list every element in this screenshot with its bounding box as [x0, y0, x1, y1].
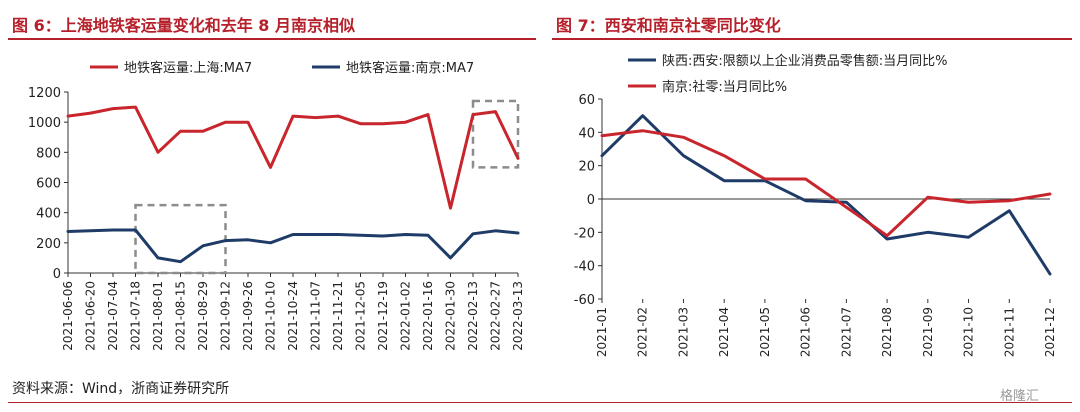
y-tick-label: 0	[53, 267, 61, 282]
right-title-rule	[552, 38, 1072, 40]
x-tick-label: 2021-01	[595, 307, 609, 357]
x-tick-label: 2021-11-07	[309, 281, 323, 351]
x-tick-label: 2021-08-01	[151, 281, 165, 351]
y-tick-label: 800	[36, 146, 61, 161]
y-tick-label: -40	[574, 260, 595, 275]
highlight-box	[134, 203, 227, 275]
y-tick-label: 600	[36, 177, 61, 192]
y-tick-label: 400	[36, 207, 61, 222]
x-tick-label: 2021-05	[758, 307, 772, 357]
x-tick-label: 2021-04	[717, 307, 731, 357]
x-tick-label: 2021-12-19	[376, 281, 390, 351]
x-tick-label: 2022-02-27	[489, 281, 503, 351]
left-title-rule	[8, 38, 536, 40]
x-tick-label: 2021-08-29	[196, 281, 210, 351]
x-tick-label: 2021-06	[799, 307, 813, 357]
x-tick-label: 2021-06-06	[61, 281, 75, 351]
x-tick-label: 2021-09	[921, 307, 935, 357]
legend-label-1: 陕西:西安:限额以上企业消费品零售额:当月同比%	[662, 53, 948, 69]
x-tick-label: 2021-10-24	[286, 281, 300, 351]
series-line-1	[600, 114, 1052, 276]
series-line-1	[66, 105, 520, 210]
x-tick-label: 2021-08	[880, 307, 894, 357]
y-tick-label: -20	[574, 226, 595, 241]
legend-label-2: 南京:社零:当月同比%	[662, 79, 787, 95]
x-tick-label: 2021-06-20	[84, 281, 98, 351]
right-chart: 陕西:西安:限额以上企业消费品零售额:当月同比% 南京:社零:当月同比% -60 -4…	[574, 53, 1057, 357]
y-tick-label: 1200	[28, 86, 61, 101]
x-tick-label: 2022-01-30	[444, 281, 458, 351]
bottom-rule	[8, 402, 1072, 403]
x-tick-label: 2021-03	[676, 307, 690, 357]
x-tick-label: 2021-10-10	[264, 281, 278, 351]
left-chart: 地铁客运量:上海:MA7 地铁客运量:南京:MA7 0 200 400 600 800 100…	[28, 60, 525, 351]
x-tick-label: 2021-12-05	[354, 281, 368, 351]
x-tick-label: 2021-09-12	[219, 281, 233, 351]
series-line-2	[600, 129, 1052, 238]
x-tick-label: 2021-07	[839, 307, 853, 357]
x-tick-label: 2021-12	[1043, 307, 1057, 357]
legend-label-2: 地铁客运量:南京:MA7	[346, 60, 474, 76]
y-tick-label: 0	[587, 193, 595, 208]
x-tick-label: 2021-11	[1002, 307, 1016, 357]
x-tick-label: 2022-02-13	[466, 281, 480, 351]
y-tick-label: 200	[36, 237, 61, 252]
y-tick-label: -60	[574, 293, 595, 308]
watermark: 格隆汇	[1000, 389, 1040, 404]
left-chart-title: 图 6：上海地铁客运量变化和去年 8 月南京相似	[12, 16, 355, 35]
y-tick-label: 60	[578, 93, 595, 108]
x-tick-label: 2021-09-26	[241, 281, 255, 351]
legend-label-1: 地铁客运量:上海:MA7	[124, 60, 252, 76]
y-tick-label: 20	[578, 160, 595, 175]
y-tick-label: 40	[578, 126, 595, 141]
x-tick-label: 2021-08-15	[174, 281, 188, 351]
source-note: 资料来源：Wind，浙商证券研究所	[12, 381, 230, 397]
series-line-2	[66, 228, 520, 264]
x-tick-label: 2021-02	[636, 307, 650, 357]
x-tick-label: 2022-03-13	[511, 281, 525, 351]
y-tick-label: 1000	[28, 116, 61, 131]
x-tick-label: 2021-11-21	[331, 281, 345, 351]
x-tick-label: 2022-01-02	[399, 281, 413, 351]
right-chart-title: 图 7：西安和南京社零同比变化	[556, 16, 781, 35]
x-tick-label: 2021-07-04	[106, 281, 120, 351]
x-tick-label: 2021-10	[962, 307, 976, 357]
highlight-box	[471, 99, 520, 169]
x-tick-label: 2022-01-16	[421, 281, 435, 351]
x-tick-label: 2021-07-18	[129, 281, 143, 351]
